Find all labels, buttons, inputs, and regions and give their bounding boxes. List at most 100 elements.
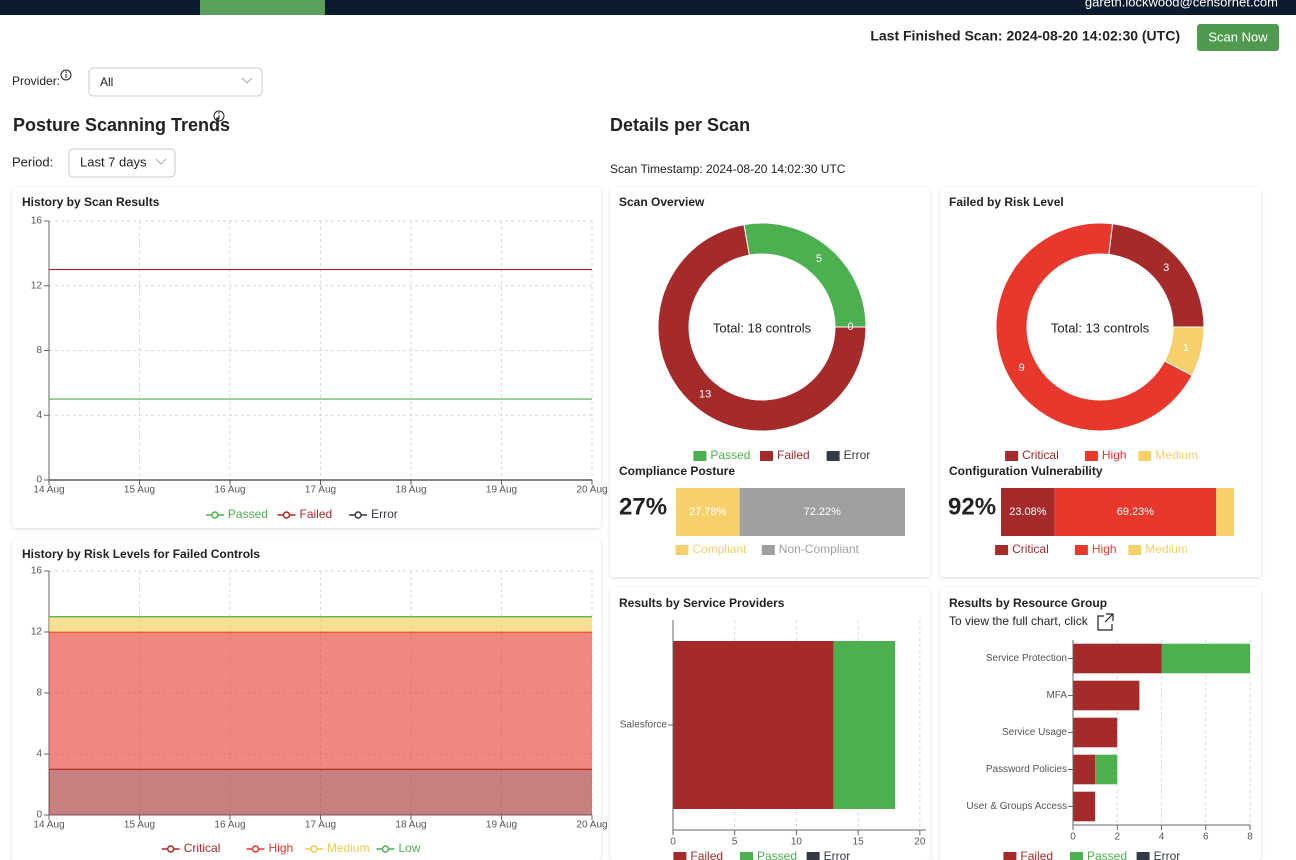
- y-tick-label: MFA: [1046, 690, 1067, 701]
- legend-label: Error: [1154, 849, 1181, 860]
- legend-label: Critical: [1012, 542, 1049, 556]
- legend-label: High: [269, 841, 294, 855]
- legend-swatch: [806, 852, 820, 860]
- legend-label: Error: [371, 507, 398, 521]
- legend-label: Failed: [777, 448, 810, 462]
- y-tick-label: 4: [36, 410, 42, 421]
- x-tick-label: 19 Aug: [486, 820, 517, 831]
- select-value: Last 7 days: [80, 154, 147, 169]
- x-tick-label: 2: [1114, 832, 1120, 843]
- period-select[interactable]: Last 7 days: [68, 148, 176, 178]
- legend-swatch: [1005, 451, 1019, 461]
- legend-label: Passed: [710, 448, 750, 462]
- bar-segment: [739, 488, 905, 536]
- y-tick-label: Password Policies: [986, 764, 1067, 775]
- segment-label: 69.23%: [1117, 506, 1155, 518]
- y-tick-label: Service Protection: [986, 653, 1067, 664]
- section-title: Posture Scanning Trends: [13, 115, 230, 135]
- area-fill: [49, 769, 592, 815]
- select-value: All: [100, 75, 113, 89]
- bar-segment: [1073, 791, 1096, 822]
- legend-label: Non-Compliant: [779, 542, 860, 556]
- bar-segment: [1073, 717, 1118, 748]
- donut-segment: [995, 222, 1193, 432]
- chart-title: Scan Overview: [619, 195, 705, 209]
- y-tick-label: User & Groups Access: [966, 801, 1067, 812]
- score: 27%: [619, 493, 667, 520]
- bar-segment: [1216, 488, 1234, 536]
- chevron: [241, 77, 253, 84]
- y-tick-label: 12: [31, 627, 43, 638]
- x-tick-label: 6: [1203, 832, 1209, 843]
- segment-label: 3: [1163, 262, 1169, 274]
- legend-label: Passed: [1087, 849, 1127, 860]
- segment-label: 13: [699, 389, 711, 401]
- chart-title: Results by Resource Group: [949, 596, 1107, 610]
- x-tick-label: 0: [670, 837, 676, 848]
- y-tick-label: 0: [36, 810, 42, 821]
- x-tick-label: 17 Aug: [305, 485, 336, 496]
- select-box: [88, 67, 263, 97]
- legend-swatch: [761, 545, 775, 555]
- x-tick-label: 20 Aug: [576, 485, 607, 496]
- area-fill: [49, 616, 592, 632]
- legend-label: Passed: [757, 849, 797, 860]
- legend-icon: [354, 511, 362, 519]
- chart-title: Compliance Posture: [619, 464, 735, 478]
- provider-select[interactable]: All: [88, 67, 263, 97]
- info-icon[interactable]: [213, 110, 225, 122]
- legend-swatch: [1136, 852, 1150, 860]
- x-tick-label: 15: [853, 837, 865, 848]
- legend-icon: [166, 845, 175, 853]
- x-tick-label: 15 Aug: [124, 485, 155, 496]
- chevron: [155, 158, 167, 165]
- user-email: gareth.lockwood@censornet.com: [1085, 0, 1278, 9]
- legend-swatch: [673, 852, 687, 860]
- segment-label: 23.08%: [1009, 506, 1047, 518]
- score: 92%: [948, 493, 996, 520]
- legend-swatch: [995, 545, 1009, 555]
- x-tick-label: 14 Aug: [33, 485, 64, 496]
- donut-segment: [1163, 326, 1205, 377]
- info-icon[interactable]: [60, 69, 72, 81]
- legend-swatch: [1003, 852, 1017, 860]
- segment-label: 9: [1019, 362, 1025, 374]
- legend-label: Medium: [1155, 448, 1198, 462]
- legend-swatch: [1070, 852, 1083, 860]
- x-tick-label: 19 Aug: [486, 485, 517, 496]
- y-tick-label: 12: [31, 280, 43, 291]
- period-label: Period:: [12, 154, 53, 169]
- chart-title: History by Scan Results: [22, 195, 160, 209]
- x-tick-label: 18 Aug: [395, 820, 426, 831]
- legend-swatch: [740, 852, 753, 860]
- active-tab[interactable]: [200, 0, 325, 15]
- legend-swatch: [1138, 451, 1152, 461]
- x-tick-label: 20 Aug: [576, 820, 607, 831]
- select-box: [68, 148, 176, 178]
- legend-label: High: [1102, 448, 1127, 462]
- x-tick-label: 10: [791, 837, 803, 848]
- segment-label: 0: [847, 321, 853, 333]
- provider-label: Provider:: [12, 74, 60, 88]
- x-tick-label: 4: [1159, 832, 1165, 843]
- legend-label: Critical: [184, 841, 221, 855]
- area-fill: [49, 632, 592, 770]
- x-tick-label: 15 Aug: [124, 820, 155, 831]
- legend-label: Failed: [690, 849, 723, 860]
- bar-segment: [1161, 643, 1250, 674]
- scan-now-button[interactable]: Scan Now: [1197, 24, 1279, 51]
- x-tick-label: 20: [914, 837, 926, 848]
- legend-swatch: [693, 451, 707, 461]
- legend-label: Error: [844, 448, 871, 462]
- legend-icon: [282, 511, 291, 519]
- legend-swatch: [760, 451, 773, 461]
- donut-center-label: Total: 18 controls: [713, 320, 812, 335]
- y-tick-label: 16: [31, 566, 43, 577]
- external-link-icon[interactable]: [1097, 613, 1114, 631]
- legend-icon: [381, 845, 390, 853]
- legend-swatch: [826, 451, 840, 461]
- legend-label: Compliant: [692, 542, 747, 556]
